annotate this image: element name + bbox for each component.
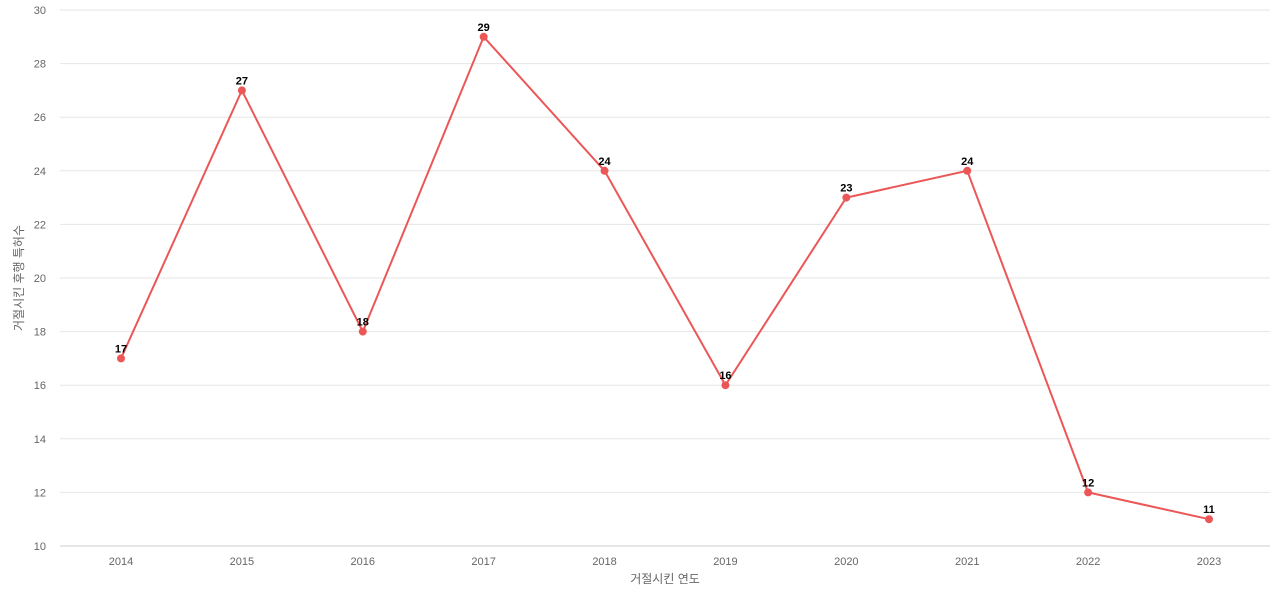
- y-tick-label: 26: [34, 112, 46, 124]
- data-points: [117, 32, 1213, 524]
- data-point[interactable]: [842, 193, 851, 202]
- x-axis-ticks: 2014 2015 2016 2017 2018 2019 2020 2021 2022 2023: [109, 556, 1221, 568]
- y-tick-label: 14: [34, 434, 46, 446]
- data-label: 27: [236, 75, 248, 87]
- series-line: [120, 34, 1210, 521]
- x-tick-label: 2015: [230, 556, 254, 568]
- y-tick-label: 12: [34, 487, 46, 499]
- data-label: 24: [961, 156, 974, 168]
- data-point[interactable]: [1084, 488, 1093, 497]
- data-point[interactable]: [237, 86, 246, 95]
- y-axis-title: 거절시킨 후행 특허수: [11, 225, 26, 331]
- x-tick-label: 2021: [955, 556, 979, 568]
- x-tick-label: 2018: [592, 556, 616, 568]
- data-label: 24: [598, 156, 611, 168]
- x-tick-label: 2019: [713, 556, 737, 568]
- x-tick-label: 2020: [834, 556, 858, 568]
- x-tick-label: 2016: [351, 556, 375, 568]
- y-tick-label: 24: [34, 166, 46, 178]
- y-tick-label: 20: [34, 273, 46, 285]
- data-label: 11: [1203, 504, 1215, 516]
- x-tick-label: 2014: [109, 556, 133, 568]
- data-point[interactable]: [479, 32, 488, 41]
- data-label: 12: [1082, 477, 1094, 489]
- data-label: 16: [719, 370, 731, 382]
- y-tick-label: 28: [34, 59, 46, 71]
- data-point[interactable]: [1205, 515, 1213, 524]
- y-tick-label: 30: [34, 5, 46, 17]
- x-tick-label: 2017: [471, 556, 495, 568]
- y-tick-label: 10: [34, 541, 46, 553]
- data-labels: 17 27 18 29 24 16 23 24 12 11: [115, 22, 1215, 516]
- data-label: 29: [478, 22, 490, 34]
- data-label: 17: [115, 343, 127, 355]
- data-point[interactable]: [358, 327, 367, 336]
- data-label: 23: [840, 183, 852, 195]
- x-tick-label: 2022: [1076, 556, 1100, 568]
- data-point[interactable]: [600, 166, 609, 175]
- data-point[interactable]: [117, 354, 125, 363]
- y-tick-label: 16: [34, 380, 46, 392]
- x-tick-label: 2023: [1197, 556, 1221, 568]
- y-tick-label: 22: [34, 219, 46, 231]
- y-axis-ticks: 10 12 14 16 18 20 22 24 26 28 30: [34, 5, 46, 553]
- y-tick-label: 18: [34, 327, 46, 339]
- data-label: 18: [357, 317, 369, 329]
- data-point[interactable]: [963, 166, 972, 175]
- x-axis-title: 거절시킨 연도: [630, 572, 700, 586]
- data-point[interactable]: [721, 381, 730, 390]
